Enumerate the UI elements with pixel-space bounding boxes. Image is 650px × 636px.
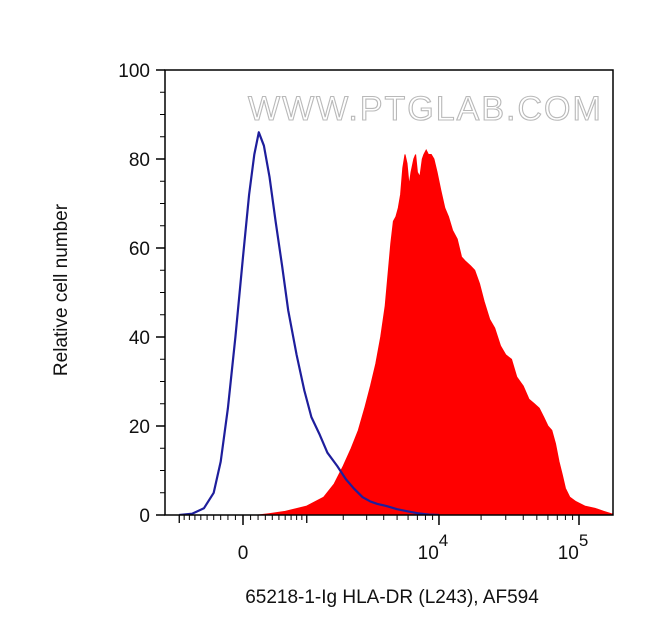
watermark-text: WWW.PTGLAB.COM [248,90,603,128]
x-axis: 0 104 105 [178,515,589,564]
y-tick-label: 20 [129,417,150,438]
x-tick-label: 105 [558,531,589,564]
series-0-filled-histogram [220,149,613,515]
y-tick-label: 80 [129,150,150,171]
series-layer [179,131,613,515]
y-tick-label: 100 [118,61,150,82]
y-tick-label: 60 [129,239,150,260]
y-axis-title: Relative cell number [51,203,72,376]
y-tick-label: 0 [139,506,150,527]
series-1-line-histogram [179,131,440,515]
x-tick-label: 0 [238,543,249,564]
x-axis-title: 65218-1-Ig HLA-DR (L243), AF594 [245,587,539,608]
y-tick-label: 40 [129,328,150,349]
y-axis: 0 20 40 60 80 100 [118,61,165,527]
x-tick-label: 104 [418,531,449,564]
